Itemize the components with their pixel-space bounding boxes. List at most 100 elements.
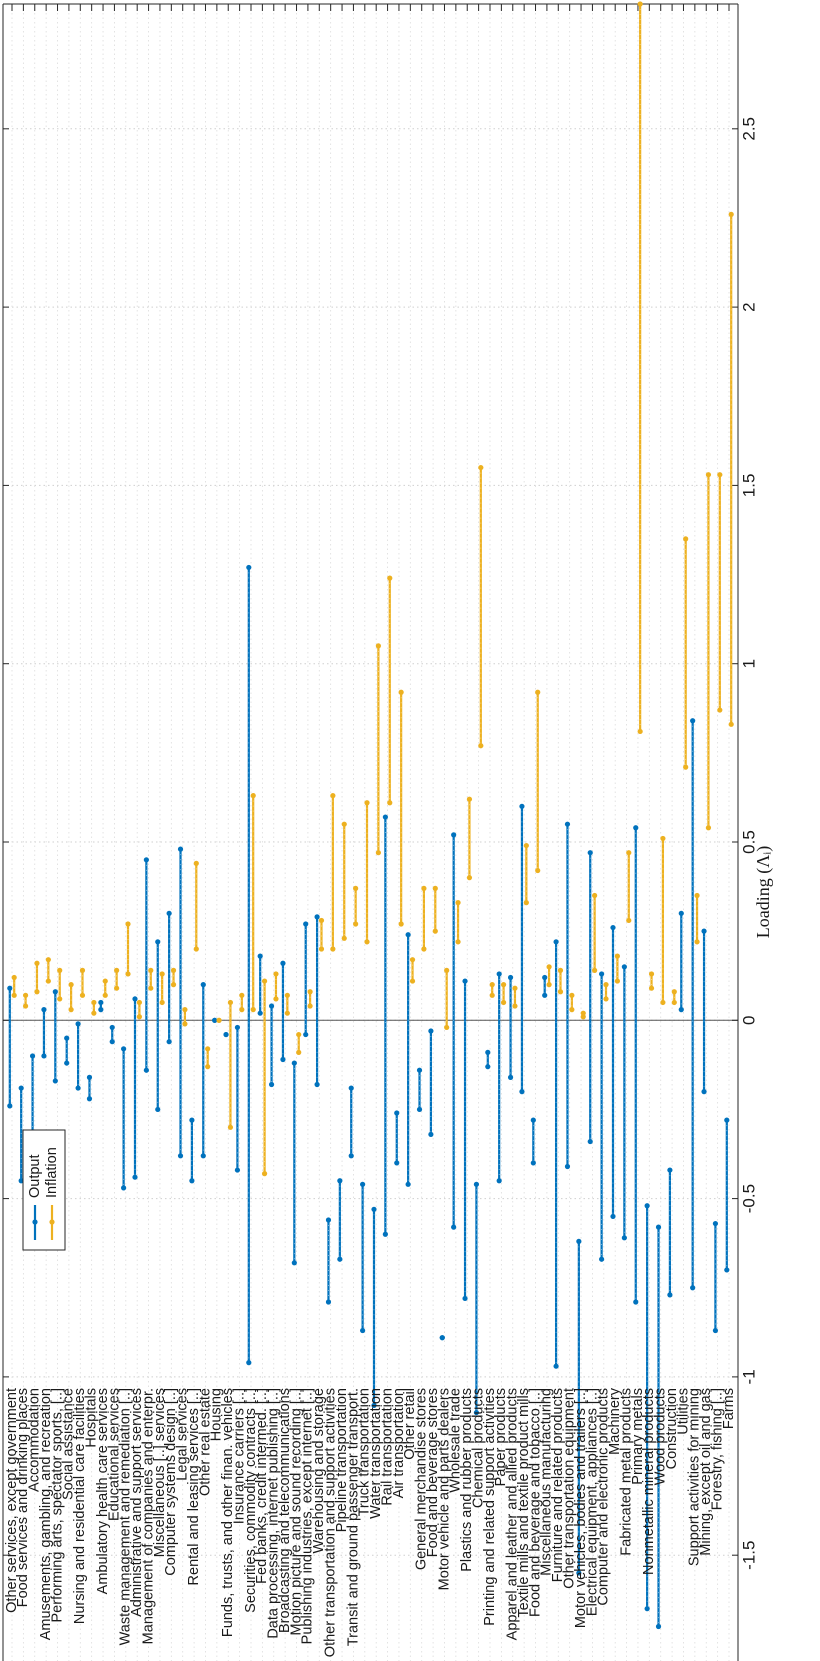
inflation-endpoint <box>22 1003 29 1009</box>
value-tick-label: 1 <box>739 659 758 668</box>
inflation-endpoint <box>569 992 575 998</box>
inflation-endpoint <box>307 1003 313 1009</box>
inflation-endpoint <box>261 978 268 984</box>
output-endpoint <box>29 1053 36 1059</box>
value-tick-label: -1.5 <box>739 1541 758 1570</box>
output-endpoint <box>325 1217 332 1223</box>
inflation-endpoint <box>125 971 131 977</box>
inflation-endpoint <box>614 978 620 984</box>
category-label: Other transportation equipment <box>561 1388 577 1589</box>
category-label: Computer systems design [..] <box>163 1388 179 1576</box>
inflation-endpoint <box>637 1 643 7</box>
inflation-endpoint <box>193 946 199 952</box>
inflation-endpoint <box>353 921 359 927</box>
inflation-endpoint <box>728 721 734 727</box>
inflation-endpoint <box>193 860 199 866</box>
inflation-endpoint <box>717 472 723 478</box>
output-endpoint <box>576 1238 582 1244</box>
inflation-endpoint <box>68 982 74 988</box>
category-label: Textile mills and textile product mills <box>516 1388 532 1618</box>
inflation-endpoint <box>170 967 177 973</box>
output-endpoint <box>75 1085 81 1091</box>
output-endpoint <box>599 971 605 977</box>
inflation-endpoint <box>398 921 404 927</box>
output-endpoint <box>712 1220 719 1227</box>
output-endpoint <box>485 1064 491 1070</box>
inflation-endpoint <box>489 982 495 988</box>
inflation-endpoint <box>148 967 154 973</box>
output-endpoint <box>200 982 206 988</box>
inflation-endpoint <box>717 707 723 713</box>
output-endpoint <box>633 1299 639 1305</box>
inflation-endpoint <box>261 1171 268 1177</box>
category-label: Hospitals <box>83 1388 99 1448</box>
series-inflation <box>11 1 734 1177</box>
output-endpoint <box>121 1046 127 1052</box>
inflation-endpoint <box>79 967 86 973</box>
output-endpoint <box>109 1039 115 1045</box>
output-endpoint <box>667 1292 673 1298</box>
output-endpoint <box>542 974 548 981</box>
output-endpoint <box>234 1167 241 1173</box>
inflation-endpoint <box>557 989 564 995</box>
category-label: Legal services <box>175 1388 191 1481</box>
inflation-endpoint <box>227 1124 234 1130</box>
output-endpoint <box>348 1153 354 1159</box>
inflation-endpoint <box>91 999 97 1006</box>
category-label: Farms <box>721 1388 737 1429</box>
output-endpoint <box>576 1570 582 1576</box>
inflation-endpoint <box>648 971 655 977</box>
inflation-endpoint <box>671 989 677 995</box>
output-endpoint <box>394 1160 400 1166</box>
inflation-endpoint <box>216 1017 222 1023</box>
category-label: Nonmetallic mineral products <box>641 1388 657 1575</box>
inflation-endpoint <box>455 939 461 945</box>
inflation-endpoint <box>330 793 336 799</box>
category-label: Other services, except government <box>4 1388 20 1613</box>
category-label: Air transportation <box>391 1388 407 1498</box>
category-label: Administrative and support services <box>129 1388 145 1617</box>
category-label: Utilities <box>675 1388 691 1435</box>
category-label: Transit and ground passenger transport. <box>345 1388 361 1646</box>
category-label: Paper products <box>493 1388 509 1486</box>
output-endpoint <box>303 1031 309 1038</box>
output-endpoint <box>519 803 525 809</box>
output-endpoint <box>166 910 172 916</box>
category-label: Water transportation <box>368 1388 384 1519</box>
output-endpoint <box>268 1081 275 1088</box>
output-endpoint <box>268 1003 275 1009</box>
inflation-endpoint <box>182 1021 188 1027</box>
output-endpoint <box>337 1256 343 1262</box>
inflation-endpoint <box>603 996 609 1002</box>
category-label: Insurance carriers [..] <box>231 1388 247 1524</box>
inflation-endpoint <box>296 1049 302 1055</box>
value-tick-label: 0 <box>739 1016 758 1025</box>
inflation-endpoint <box>91 1010 97 1016</box>
category-label: Food and beverage and tobacco [..] <box>527 1388 543 1617</box>
inflation-endpoint <box>239 992 245 998</box>
output-endpoint <box>303 921 309 927</box>
inflation-endpoint <box>387 800 393 806</box>
output-endpoint <box>109 1024 115 1031</box>
inflation-endpoint <box>79 992 86 998</box>
inflation-endpoint <box>273 996 279 1002</box>
output-endpoint <box>678 1007 684 1013</box>
inflation-endpoint <box>114 985 120 991</box>
output-endpoint <box>530 1160 536 1166</box>
output-endpoint <box>189 1178 195 1184</box>
category-label: Amusements, gambling, and recreation <box>38 1388 54 1640</box>
category-label: Furniture and related products <box>550 1388 566 1582</box>
category-label: Forestry, fishing [..] <box>709 1388 725 1510</box>
output-endpoint <box>462 978 468 984</box>
inflation-endpoint <box>626 917 632 924</box>
inflation-endpoint <box>45 957 51 963</box>
category-label: Data processing, internet publishing [..… <box>266 1388 282 1639</box>
output-endpoint <box>52 1078 58 1084</box>
output-endpoint <box>439 1335 445 1341</box>
output-endpoint <box>451 832 457 838</box>
category-label: Electrical equipment, appliances [..] <box>584 1388 600 1616</box>
inflation-endpoint <box>614 953 620 959</box>
category-label: Plastics and rubber products <box>459 1388 475 1572</box>
